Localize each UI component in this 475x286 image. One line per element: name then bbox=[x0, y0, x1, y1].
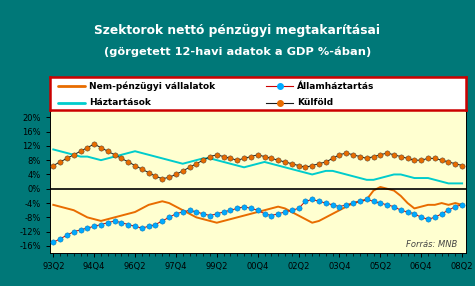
Text: Külföld: Külföld bbox=[297, 98, 333, 107]
Text: Államháztartás: Államháztartás bbox=[297, 82, 375, 91]
Text: Szektorok nettó pénzügyi megtakarításai: Szektorok nettó pénzügyi megtakarításai bbox=[95, 23, 380, 37]
Text: (görgetett 12-havi adatok a GDP %-ában): (görgetett 12-havi adatok a GDP %-ában) bbox=[104, 46, 371, 57]
Text: Forrás: MNB: Forrás: MNB bbox=[406, 240, 457, 249]
Text: Nem-pénzügyi vállalatok: Nem-pénzügyi vállalatok bbox=[89, 82, 216, 91]
Text: Háztartások: Háztartások bbox=[89, 98, 151, 107]
